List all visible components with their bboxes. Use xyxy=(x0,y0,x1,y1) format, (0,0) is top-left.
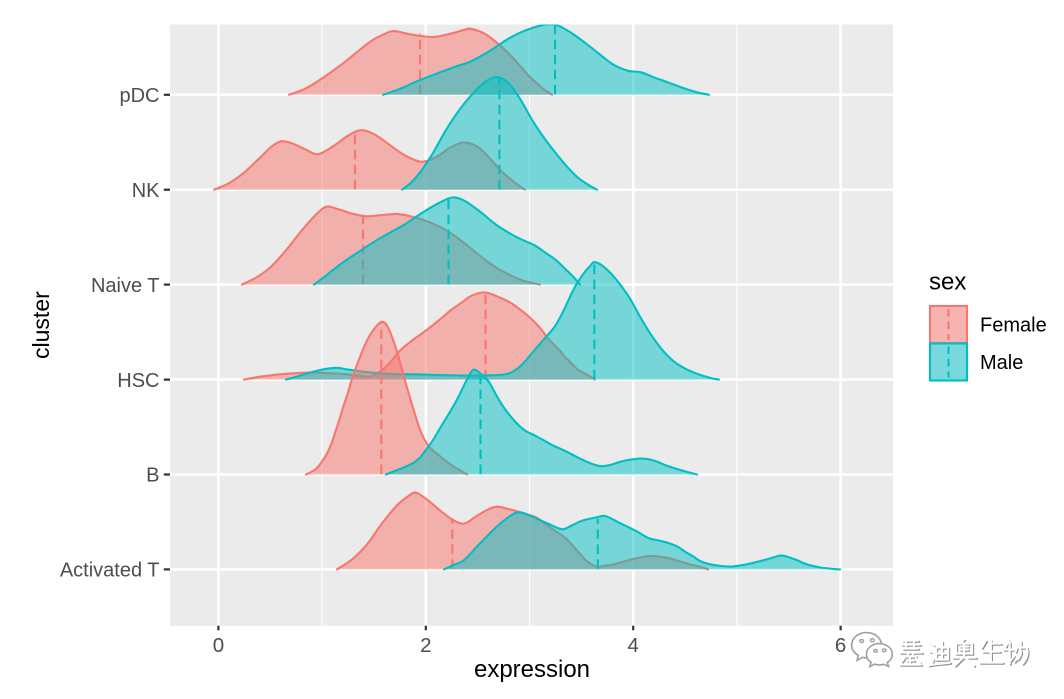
svg-text:cluster: cluster xyxy=(28,291,54,359)
svg-text:Activated T: Activated T xyxy=(60,560,160,582)
svg-text:Female: Female xyxy=(980,315,1047,337)
svg-text:expression: expression xyxy=(474,656,590,683)
svg-text:0: 0 xyxy=(213,634,224,657)
svg-text:pDC: pDC xyxy=(119,85,159,107)
svg-text:6: 6 xyxy=(835,634,846,657)
svg-text:4: 4 xyxy=(627,634,638,657)
svg-text:NK: NK xyxy=(132,180,160,202)
svg-text:B: B xyxy=(146,465,159,487)
svg-text:HSC: HSC xyxy=(117,370,159,392)
svg-text:Male: Male xyxy=(980,352,1023,374)
svg-text:2: 2 xyxy=(420,634,431,657)
svg-text:sex: sex xyxy=(929,269,966,296)
svg-text:Naive T: Naive T xyxy=(91,275,160,297)
